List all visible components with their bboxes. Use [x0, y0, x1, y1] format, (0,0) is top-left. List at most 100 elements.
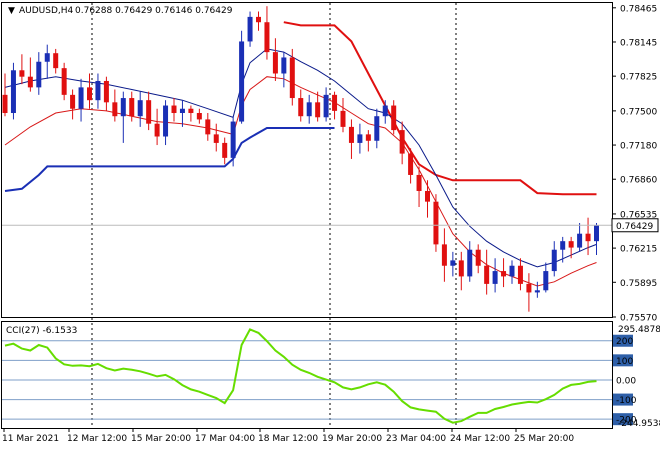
candle	[10, 62, 16, 120]
candle-body	[247, 16, 253, 42]
candle	[36, 52, 42, 95]
candle-body	[129, 98, 135, 117]
candle-body	[205, 119, 211, 135]
candle	[526, 273, 532, 312]
candle-body	[450, 260, 456, 266]
candle-body	[594, 225, 599, 242]
candle-body	[425, 190, 430, 202]
candle-body	[441, 244, 447, 266]
candle	[247, 11, 253, 47]
candle-body	[146, 100, 152, 124]
candle-body	[577, 233, 583, 248]
cci-level-label: 200	[616, 337, 633, 347]
candle-body	[179, 108, 185, 114]
lower-stop-line	[4, 127, 335, 192]
candle	[163, 100, 169, 146]
candle	[585, 217, 591, 256]
time-tick-label: 24 Mar 12:00	[450, 434, 510, 444]
candlestick-series	[2, 6, 599, 312]
candle-body	[560, 241, 566, 250]
price-tick-label: 0.77825	[620, 73, 657, 83]
candle	[365, 130, 371, 152]
cci-path	[4, 328, 597, 424]
candle	[374, 108, 380, 149]
candle-body	[433, 201, 439, 245]
candle-body	[44, 53, 50, 62]
candle	[53, 48, 59, 74]
cci-level-label: 100	[616, 357, 633, 367]
candle	[332, 91, 338, 120]
candle	[306, 94, 312, 124]
time-tick-label: 23 Mar 04:00	[386, 434, 446, 444]
candle	[298, 89, 304, 122]
candle-body	[163, 105, 169, 137]
candle-body	[458, 260, 464, 277]
candle	[534, 281, 540, 298]
vertical-gridlines	[91, 3, 457, 428]
candle-body	[315, 102, 321, 118]
candle-body	[87, 87, 92, 101]
cci-line	[4, 328, 597, 424]
candle	[416, 166, 422, 207]
candle-body	[264, 22, 270, 53]
candle-body	[289, 57, 295, 99]
candle	[78, 78, 84, 122]
candle-body	[298, 98, 304, 117]
candle-body	[61, 68, 67, 95]
candle-body	[543, 271, 549, 291]
candle	[230, 116, 236, 167]
candle-body	[408, 153, 414, 175]
candle-body	[526, 283, 532, 293]
candle	[467, 241, 473, 282]
last-price-marker: 0.76429	[611, 218, 659, 233]
candle-body	[19, 70, 25, 77]
candle	[348, 119, 354, 159]
time-tick-label: 15 Mar 20:00	[131, 434, 191, 444]
candle-body	[196, 113, 202, 120]
candle	[171, 98, 177, 122]
candle-body	[36, 61, 42, 88]
candle-body	[416, 174, 422, 191]
candle-body	[213, 134, 219, 143]
candle	[450, 251, 456, 277]
time-tick-label: 25 Mar 20:00	[514, 434, 574, 444]
candle-body	[357, 134, 363, 143]
candle-body	[78, 87, 84, 109]
candle-body	[2, 94, 8, 114]
ohlc-readout: 0.76288 0.76429 0.76146 0.76429	[75, 6, 233, 16]
candle	[568, 236, 574, 259]
candle	[239, 30, 245, 124]
candle	[560, 236, 566, 263]
time-tick-label: 19 Mar 20:00	[322, 434, 382, 444]
cci-label: CCI(27) -6.1533	[6, 326, 77, 336]
cci-level-label: 0.00	[616, 376, 636, 386]
candle	[272, 38, 278, 81]
candle	[137, 91, 143, 127]
candle	[70, 89, 76, 120]
candle	[543, 262, 549, 293]
candle-body	[323, 94, 329, 118]
candle	[205, 113, 211, 141]
candle	[61, 62, 67, 101]
candle-body	[374, 116, 380, 141]
candle-body	[332, 94, 338, 111]
candle-body	[348, 126, 354, 143]
candle	[154, 108, 160, 146]
candle-body	[137, 100, 143, 117]
candle	[112, 89, 118, 122]
candle-body	[399, 130, 405, 154]
candle-body	[27, 76, 33, 88]
candle	[501, 258, 507, 288]
candle-body	[239, 41, 245, 122]
price-axis: 0.78465 0.78145 0.77825 0.77500 0.77180 0.768…	[612, 4, 657, 324]
candle-body	[95, 80, 101, 101]
time-axis: 11 Mar 2021 12 Mar 12:00 15 Mar 20:00 17 Ma…	[2, 428, 574, 444]
candle-body	[475, 249, 481, 266]
candle	[146, 91, 152, 131]
candle-body	[382, 105, 388, 117]
candle	[188, 105, 194, 122]
candle	[357, 123, 363, 154]
candle	[441, 228, 447, 282]
